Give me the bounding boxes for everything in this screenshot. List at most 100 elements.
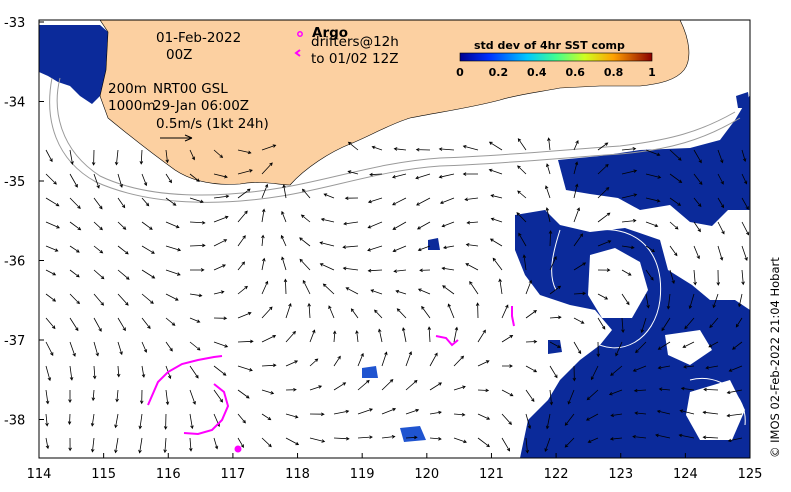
- x-tick-label: 125: [738, 467, 763, 482]
- velocity-arrow: [350, 308, 359, 319]
- velocity-arrow: [345, 287, 359, 295]
- velocity-arrow: [717, 221, 725, 235]
- velocity-arrow: [419, 268, 431, 273]
- velocity-arrow: [69, 365, 74, 381]
- drifter-track-2: [183, 383, 230, 436]
- velocity-arrow: [370, 289, 383, 295]
- velocity-arrow: [261, 335, 277, 343]
- velocity-arrow: [587, 437, 599, 443]
- velocity-arrow: [596, 341, 601, 358]
- velocity-arrow: [453, 355, 465, 367]
- velocity-arrow: [67, 413, 72, 425]
- velocity-arrow: [441, 266, 455, 271]
- velocity-arrow: [741, 149, 747, 163]
- velocity-arrow: [475, 302, 480, 319]
- velocity-arrow: [709, 317, 719, 329]
- velocity-arrow: [69, 317, 79, 332]
- velocity-arrow: [590, 365, 599, 381]
- velocity-arrow: [213, 264, 226, 271]
- velocity-arrow: [91, 389, 96, 402]
- y-axis: -33 -34 -35 -36 -37 -38: [4, 16, 44, 429]
- velocity-arrow: [237, 285, 248, 295]
- velocity-arrow: [708, 341, 719, 348]
- velocity-arrow: [333, 436, 350, 441]
- sst-patch-small: [548, 340, 562, 354]
- velocity-arrow: [301, 188, 311, 199]
- velocity-arrow: [261, 363, 277, 368]
- velocity-arrow: [518, 232, 527, 247]
- velocity-arrow: [610, 413, 623, 418]
- velocity-arrow: [344, 196, 359, 200]
- velocity-arrow: [189, 197, 204, 204]
- velocity-arrow: [189, 293, 203, 298]
- velocity-arrow: [498, 278, 503, 295]
- velocity-arrow: [309, 358, 319, 367]
- velocity-arrow: [564, 413, 575, 426]
- velocity-arrow: [717, 173, 724, 185]
- velocity-arrow: [645, 293, 650, 309]
- velocity-arrow: [615, 341, 623, 357]
- velocity-arrow: [477, 388, 490, 393]
- velocity-arrow: [139, 389, 144, 405]
- velocity-arrow: [285, 360, 299, 367]
- velocity-arrow: [392, 221, 407, 230]
- velocity-arrow: [597, 317, 606, 330]
- velocity-arrow: [546, 163, 551, 175]
- argo-label: Argo: [312, 25, 348, 41]
- velocity-arrow: [573, 341, 582, 355]
- velocity-arrow: [525, 279, 532, 295]
- velocity-arrow: [93, 173, 100, 189]
- velocity-arrow: [93, 221, 103, 231]
- velocity-arrow: [117, 341, 123, 356]
- velocity-arrow: [525, 339, 538, 344]
- drifter-tracks: [147, 31, 515, 453]
- velocity-arrow: [547, 137, 551, 151]
- velocity-arrow: [165, 149, 169, 164]
- velocity-arrow: [165, 389, 170, 406]
- velocity-arrow: [702, 435, 719, 440]
- velocity-arrow: [462, 145, 479, 151]
- velocity-arrow: [309, 437, 326, 443]
- velocity-arrow: [139, 149, 144, 165]
- velocity-arrow: [669, 173, 683, 183]
- velocity-arrow: [490, 194, 503, 199]
- drifter-track-4: [511, 306, 515, 327]
- velocity-arrow: [189, 365, 199, 379]
- velocity-arrow: [735, 317, 743, 328]
- velocity-arrow: [392, 245, 407, 253]
- velocity-arrow: [117, 173, 123, 188]
- velocity-arrow: [280, 234, 287, 247]
- velocity-arrow: [438, 147, 455, 151]
- velocity-arrow: [237, 235, 246, 247]
- velocity-arrow: [69, 293, 80, 305]
- velocity-arrow: [684, 317, 695, 330]
- velocity-arrow: [549, 256, 557, 271]
- velocity-arrow: [501, 334, 514, 343]
- velocity-arrow: [621, 293, 630, 306]
- velocity-arrow: [237, 149, 252, 155]
- velocity-arrow: [597, 268, 611, 272]
- velocity-arrow: [573, 161, 579, 175]
- velocity-arrow: [261, 208, 266, 223]
- velocity-arrow: [645, 149, 661, 156]
- velocity-arrow: [69, 149, 74, 165]
- velocity-arrow: [237, 188, 251, 199]
- velocity-arrow: [417, 245, 431, 252]
- velocity-arrow: [343, 221, 359, 226]
- velocity-arrow: [439, 197, 455, 204]
- velocity-arrow: [369, 172, 383, 177]
- y-tick-label: -37: [4, 334, 25, 349]
- velocity-arrow: [655, 433, 671, 439]
- y-tick-label: -34: [4, 96, 25, 111]
- velocity-arrow: [165, 173, 172, 184]
- velocity-arrow: [741, 245, 748, 261]
- velocity-arrow: [45, 197, 60, 207]
- velocity-arrow: [45, 341, 54, 356]
- velocity-arrow: [645, 245, 655, 253]
- colorbar-tick-label: 0: [456, 66, 464, 79]
- velocity-arrow: [93, 245, 104, 254]
- date-label: 01-Feb-2022: [156, 30, 241, 46]
- velocity-arrow: [621, 218, 637, 223]
- velocity-arrow: [309, 412, 325, 416]
- velocity-arrow: [261, 162, 273, 175]
